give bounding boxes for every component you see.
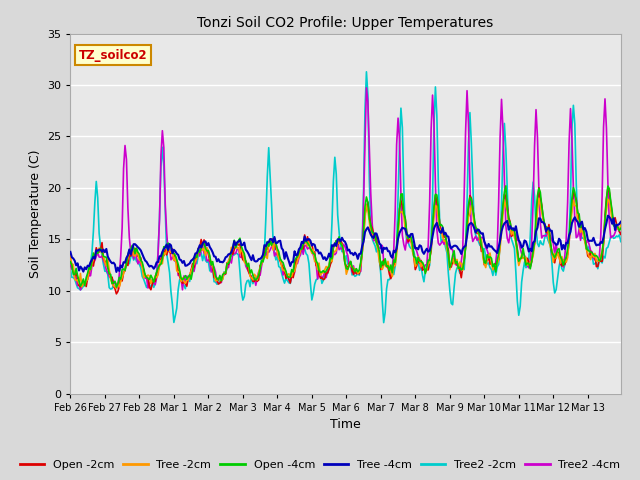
Tree -2cm [85,266,93,272]
Open -4cm [502,183,509,189]
Tree2 -2cm [85,268,93,274]
Tree2 -4cm [363,85,371,91]
Tree2 -2cm [380,320,388,325]
Tree -4cm [113,269,120,275]
Line: Tree2 -4cm: Tree2 -4cm [70,88,621,290]
Tree2 -2cm [349,271,357,277]
Open -4cm [351,269,359,275]
Tree2 -2cm [461,242,469,248]
Open -4cm [85,264,93,270]
Legend: Open -2cm, Tree -2cm, Open -4cm, Tree -4cm, Tree2 -2cm, Tree2 -4cm: Open -2cm, Tree -2cm, Open -4cm, Tree -4… [15,456,625,474]
Tree -2cm [617,222,625,228]
Open -4cm [616,228,623,234]
Open -2cm [460,257,468,263]
Tree2 -2cm [363,69,371,75]
Tree -2cm [535,195,543,201]
Tree -4cm [102,246,110,252]
Open -4cm [67,259,74,264]
Text: TZ_soilco2: TZ_soilco2 [79,49,147,62]
Open -4cm [543,226,551,231]
Tree2 -2cm [617,239,625,244]
Open -4cm [102,254,110,260]
Tree -2cm [351,268,359,274]
Tree2 -4cm [104,270,111,276]
Open -2cm [535,185,543,191]
Tree2 -4cm [351,271,359,276]
X-axis label: Time: Time [330,418,361,431]
Open -2cm [102,261,110,266]
Tree -4cm [351,250,359,255]
Tree -4cm [67,249,74,255]
Tree -2cm [616,228,623,233]
Tree -2cm [460,257,468,263]
Open -4cm [113,284,120,290]
Line: Open -2cm: Open -2cm [70,188,621,294]
Tree2 -4cm [543,230,551,236]
Tree -4cm [542,228,550,234]
Tree -2cm [102,263,110,269]
Open -2cm [67,259,74,264]
Open -2cm [113,291,120,297]
Tree2 -2cm [543,236,551,242]
Line: Tree2 -2cm: Tree2 -2cm [70,72,621,323]
Tree2 -4cm [461,129,469,134]
Y-axis label: Soil Temperature (C): Soil Temperature (C) [29,149,42,278]
Line: Tree -4cm: Tree -4cm [70,216,621,272]
Tree2 -4cm [77,287,84,293]
Title: Tonzi Soil CO2 Profile: Upper Temperatures: Tonzi Soil CO2 Profile: Upper Temperatur… [198,16,493,30]
Open -2cm [85,271,93,276]
Open -4cm [617,226,625,231]
Tree -4cm [604,213,612,218]
Tree -2cm [543,224,551,230]
Tree -2cm [67,252,74,258]
Tree2 -2cm [67,266,74,272]
Open -2cm [617,231,625,237]
Open -2cm [616,228,623,234]
Open -4cm [460,258,468,264]
Tree2 -4cm [67,262,74,268]
Tree -4cm [85,264,93,269]
Tree2 -4cm [86,273,94,278]
Line: Open -4cm: Open -4cm [70,186,621,287]
Line: Tree -2cm: Tree -2cm [70,198,621,288]
Tree -4cm [617,219,625,225]
Open -2cm [351,266,359,272]
Open -2cm [543,230,551,236]
Tree2 -4cm [616,229,623,235]
Tree2 -2cm [102,268,110,274]
Tree -2cm [113,286,120,291]
Tree -4cm [460,244,468,250]
Tree2 -2cm [616,232,623,238]
Tree2 -4cm [617,230,625,236]
Tree -4cm [616,221,623,227]
